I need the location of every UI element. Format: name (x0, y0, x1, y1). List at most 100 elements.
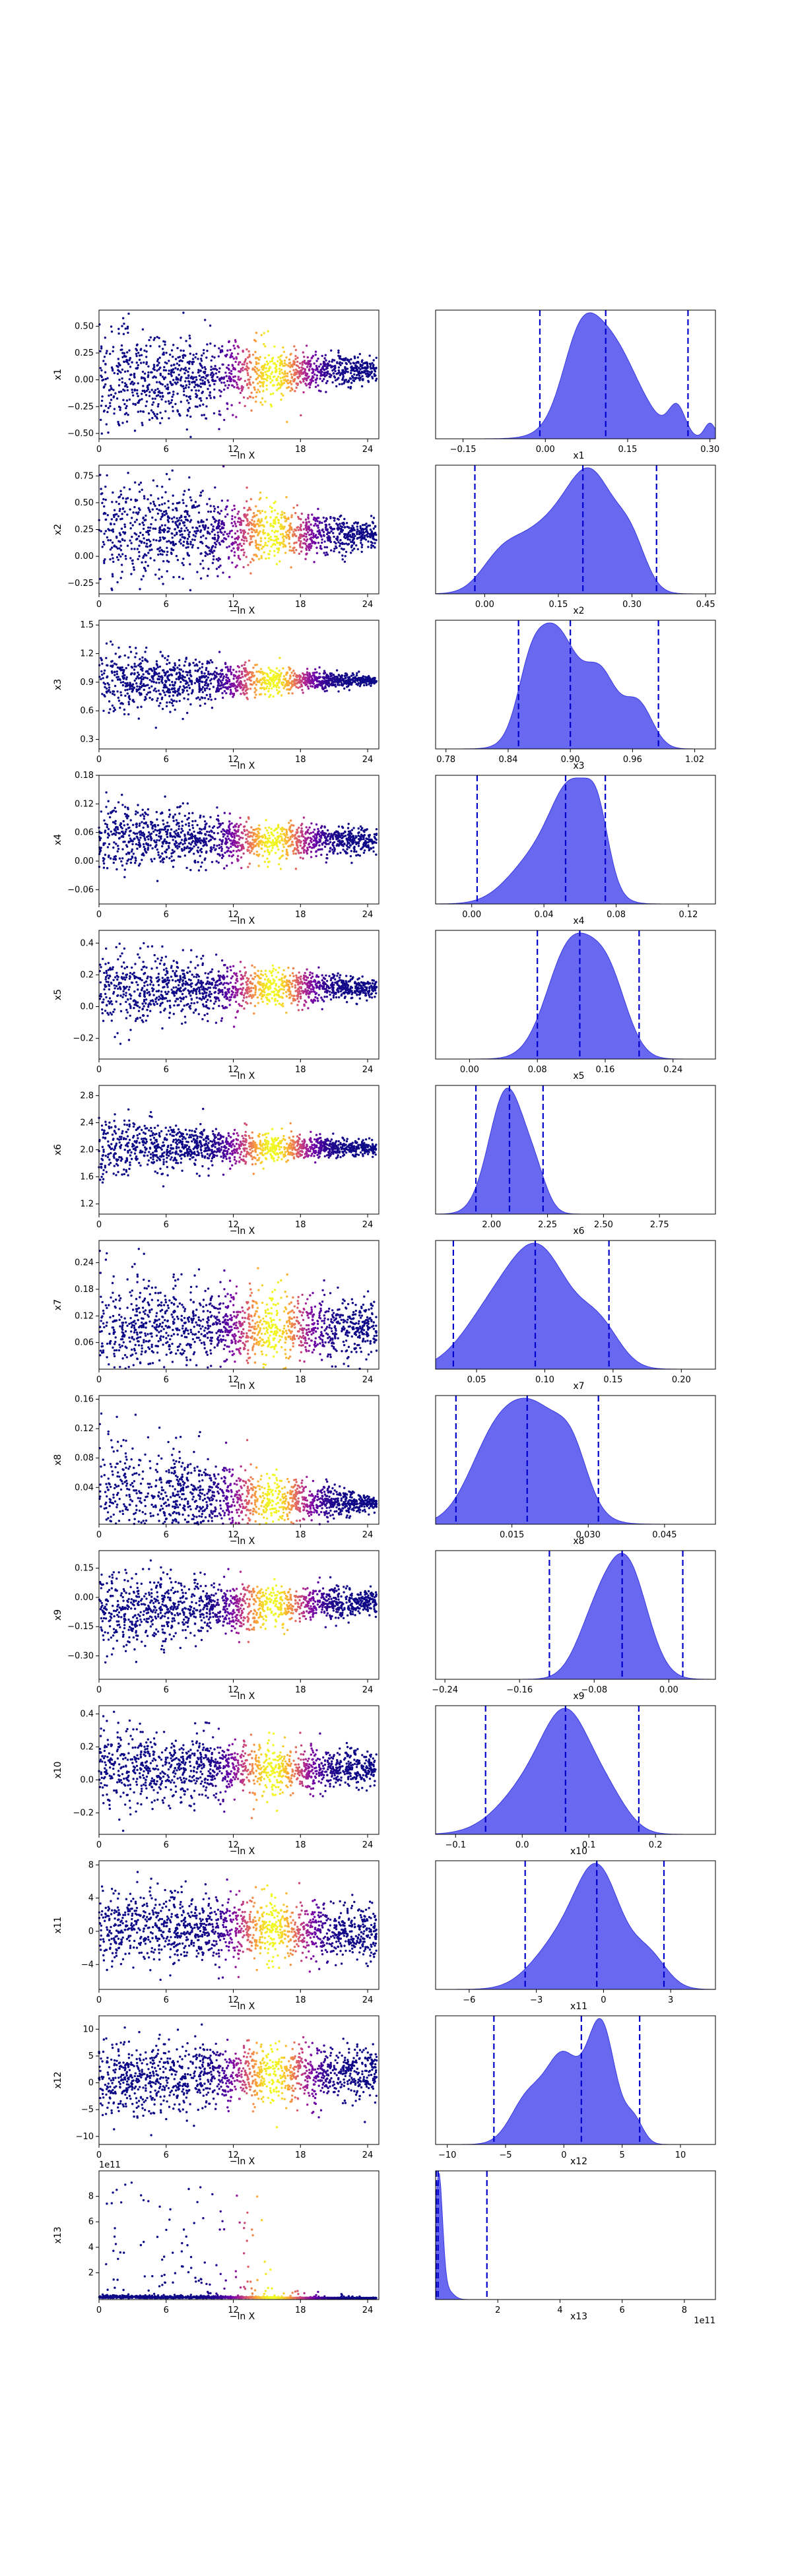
trace-point (140, 693, 142, 695)
trace-point (118, 503, 120, 505)
trace-point (100, 375, 102, 377)
trace-point (162, 682, 164, 684)
trace-point (204, 820, 206, 822)
trace-point (159, 367, 161, 369)
trace-point (135, 647, 137, 649)
trace-point (140, 349, 142, 351)
trace-point (339, 361, 341, 363)
trace-point (221, 854, 223, 856)
trace-point (323, 540, 325, 542)
trace-point (173, 371, 175, 373)
trace-point (187, 374, 189, 376)
trace-point (145, 515, 147, 517)
trace-point (303, 528, 305, 530)
trace-point (124, 382, 126, 384)
trace-ytick-label: 0.9 (80, 678, 94, 688)
trace-point (213, 389, 215, 391)
trace-point (250, 522, 252, 524)
trace-point (118, 370, 120, 372)
trace-point (123, 820, 125, 822)
trace-point (218, 542, 220, 544)
trace-point (162, 669, 164, 671)
trace-ytick-label: 0.3 (80, 735, 94, 745)
trace-point (376, 377, 378, 379)
trace-point (358, 367, 360, 369)
trace-point (259, 693, 261, 695)
trace-point (161, 525, 163, 527)
trace-point (173, 684, 175, 686)
posterior-xlabel: x2 (573, 606, 584, 616)
trace-point (339, 364, 341, 366)
trace-point (168, 370, 170, 371)
trace-point (269, 516, 271, 518)
trace-point (231, 522, 233, 524)
trace-point (212, 562, 214, 564)
posterior-xlabel: x3 (573, 761, 584, 771)
trace-point (114, 513, 116, 515)
trace-point (294, 682, 296, 684)
trace-point (220, 682, 222, 684)
trace-point (326, 533, 328, 535)
trace-point (370, 544, 372, 546)
trace-point (319, 547, 321, 549)
trace-point (162, 340, 164, 342)
trace-point (207, 575, 209, 577)
trace-point (343, 518, 345, 520)
trace-point (290, 523, 292, 525)
trace-point (171, 681, 173, 683)
trace-point (366, 680, 368, 682)
posterior-density (436, 468, 715, 594)
trace-point (127, 414, 129, 416)
trace-point (127, 472, 129, 474)
trace-point (365, 373, 367, 375)
trace-point (256, 368, 258, 370)
trace-point (127, 389, 129, 391)
trace-point (131, 361, 133, 363)
trace-point (304, 370, 306, 372)
trace-point (193, 376, 195, 378)
trace-point (318, 666, 320, 668)
trace-point (183, 368, 185, 370)
trace-point (314, 675, 315, 677)
trace-point (116, 518, 117, 520)
trace-point (185, 527, 187, 529)
trace-point (136, 519, 138, 521)
trace-point (109, 405, 111, 407)
trace-point (317, 508, 319, 510)
trace-point (166, 383, 168, 385)
trace-point (370, 529, 372, 531)
trace-point (196, 824, 198, 826)
trace-point (333, 365, 335, 367)
trace-point (179, 523, 181, 525)
trace-point (248, 354, 250, 356)
trace-point (119, 679, 121, 681)
trace-point (174, 664, 176, 666)
trace-point (255, 693, 257, 695)
trace-point (264, 357, 266, 359)
trace-point (306, 366, 308, 368)
trace-point (327, 554, 329, 556)
trace-point (224, 686, 226, 688)
trace-point (291, 692, 293, 694)
trace-point (296, 676, 298, 678)
trace-point (228, 375, 230, 377)
trace-point (159, 395, 161, 397)
trace-point (202, 382, 204, 384)
trace-point (319, 390, 321, 392)
trace-point (247, 356, 249, 358)
trace-point (354, 521, 356, 523)
trace-point (267, 832, 269, 834)
trace-point (148, 339, 150, 341)
trace-point (374, 370, 376, 372)
trace-point (104, 383, 106, 385)
trace-point (218, 355, 220, 357)
trace-point (254, 687, 256, 689)
trace-point (152, 398, 154, 400)
trace-point (218, 371, 220, 373)
trace-point (179, 700, 181, 702)
trace-point (267, 680, 269, 682)
trace-point (159, 536, 161, 538)
trace-point (253, 521, 255, 523)
trace-point (104, 686, 106, 688)
trace-point (289, 371, 291, 373)
